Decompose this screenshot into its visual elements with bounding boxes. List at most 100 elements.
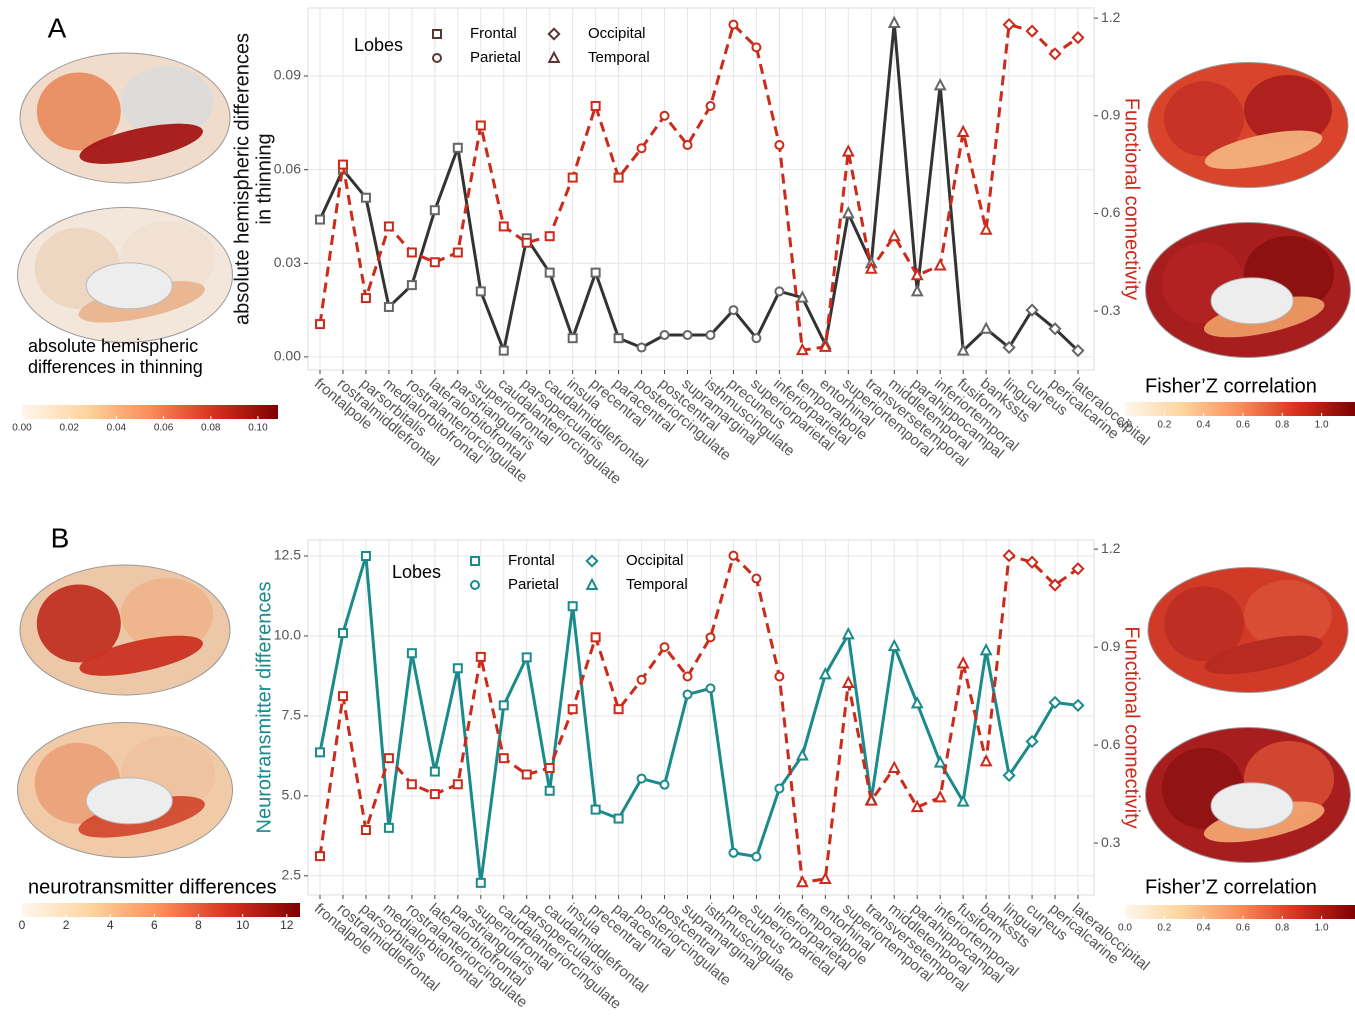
colorbar [22, 405, 278, 419]
point-marker [592, 269, 600, 277]
legend-label: Parietal [508, 576, 559, 593]
point-marker [362, 194, 370, 202]
colorbar-tick-label: 4 [107, 918, 114, 932]
point-marker [523, 653, 531, 661]
point-marker [431, 768, 439, 776]
legend-marker [471, 557, 479, 565]
brain-medial [1211, 783, 1293, 829]
colorbar-tick-label: 0.06 [154, 423, 174, 434]
point-marker [454, 248, 462, 256]
point-marker [684, 331, 692, 339]
point-marker [454, 664, 462, 672]
point-marker [500, 701, 508, 709]
brain-medial [86, 778, 172, 824]
point-marker [775, 287, 783, 295]
point-marker [752, 334, 760, 342]
point-marker [729, 849, 737, 857]
colorbar-tick-label: 1.0 [1315, 420, 1329, 431]
point-marker [546, 232, 554, 240]
point-marker [316, 852, 324, 860]
point-marker [752, 853, 760, 861]
point-marker [592, 806, 600, 814]
point-marker [316, 320, 324, 328]
colorbar-tick-label: 12 [280, 918, 294, 932]
point-marker [500, 754, 508, 762]
point-marker [385, 222, 393, 230]
point-marker [592, 633, 600, 641]
legend-label: Temporal [588, 49, 650, 66]
colorbar-tick-label: 8 [195, 918, 202, 932]
point-marker [339, 161, 347, 169]
point-marker [362, 826, 370, 834]
point-marker [729, 552, 737, 560]
colorbar-tick-label: 1.0 [1315, 923, 1329, 934]
y-axis-title: Neurotransmitter differences [253, 582, 275, 834]
point-marker [339, 629, 347, 637]
point-marker [385, 754, 393, 762]
colorbar-tick-label: 10 [236, 918, 250, 932]
colorbar-title: absolute hemispheric [28, 336, 198, 356]
point-marker [615, 705, 623, 713]
colorbar-title: Fisher’Z correlation [1145, 375, 1317, 397]
point-marker [569, 174, 577, 182]
point-marker [385, 824, 393, 832]
colorbar-tick-label: 6 [151, 918, 158, 932]
point-marker [684, 141, 692, 149]
point-marker [706, 102, 714, 110]
point-marker [477, 879, 485, 887]
point-marker [638, 144, 646, 152]
point-marker [615, 174, 623, 182]
colorbar-tick-label: 0.2 [1157, 420, 1171, 431]
colorbar-tick-label: 0.08 [201, 423, 221, 434]
y-tick-label: 2.5 [282, 867, 302, 883]
point-marker [316, 748, 324, 756]
y2-tick-label: 0.3 [1101, 302, 1121, 318]
legend-label: Temporal [626, 576, 688, 593]
brain-medial [1211, 278, 1293, 324]
colorbar-title: neurotransmitter differences [28, 876, 277, 898]
y-tick-label: 10.0 [274, 627, 301, 643]
point-marker [385, 303, 393, 311]
point-marker [638, 775, 646, 783]
colorbar [1125, 905, 1355, 919]
point-marker [500, 222, 508, 230]
page: A0.000.030.060.090.30.60.91.2frontalpole… [0, 0, 1355, 1030]
point-marker [569, 602, 577, 610]
colorbar-tick-label: 0.0 [1118, 420, 1132, 431]
point-marker [706, 633, 714, 641]
point-marker [661, 643, 669, 651]
point-marker [592, 102, 600, 110]
legend-label: Frontal [508, 552, 555, 569]
y-tick-label: 0.06 [274, 160, 301, 176]
point-marker [408, 780, 416, 788]
point-marker [431, 206, 439, 214]
brain-medial [86, 263, 172, 309]
point-marker [684, 690, 692, 698]
y-tick-label: 12.5 [274, 547, 301, 563]
point-marker [729, 21, 737, 29]
y-tick-label: 0.03 [274, 254, 301, 270]
point-marker [316, 216, 324, 224]
point-marker [684, 673, 692, 681]
colorbar [22, 903, 300, 917]
point-marker [408, 281, 416, 289]
point-marker [729, 306, 737, 314]
legend-label: Occipital [626, 552, 684, 569]
point-marker [615, 815, 623, 823]
point-marker [523, 770, 531, 778]
point-marker [362, 294, 370, 302]
legend-marker [433, 30, 441, 38]
y2-tick-label: 1.2 [1101, 9, 1121, 25]
y2-tick-label: 1.2 [1101, 540, 1121, 556]
colorbar-tick-label: 0.8 [1275, 420, 1289, 431]
point-marker [477, 122, 485, 130]
colorbar-tick-label: 0.10 [248, 423, 268, 434]
colorbar-tick-label: 0.6 [1236, 420, 1250, 431]
y2-axis-title: Functional connectivity [1121, 626, 1143, 828]
point-marker [454, 780, 462, 788]
legend-label: Frontal [470, 25, 517, 42]
point-marker [661, 781, 669, 789]
point-marker [431, 258, 439, 266]
colorbar-tick-label: 0.02 [59, 423, 79, 434]
y-tick-label: 5.0 [282, 787, 302, 803]
